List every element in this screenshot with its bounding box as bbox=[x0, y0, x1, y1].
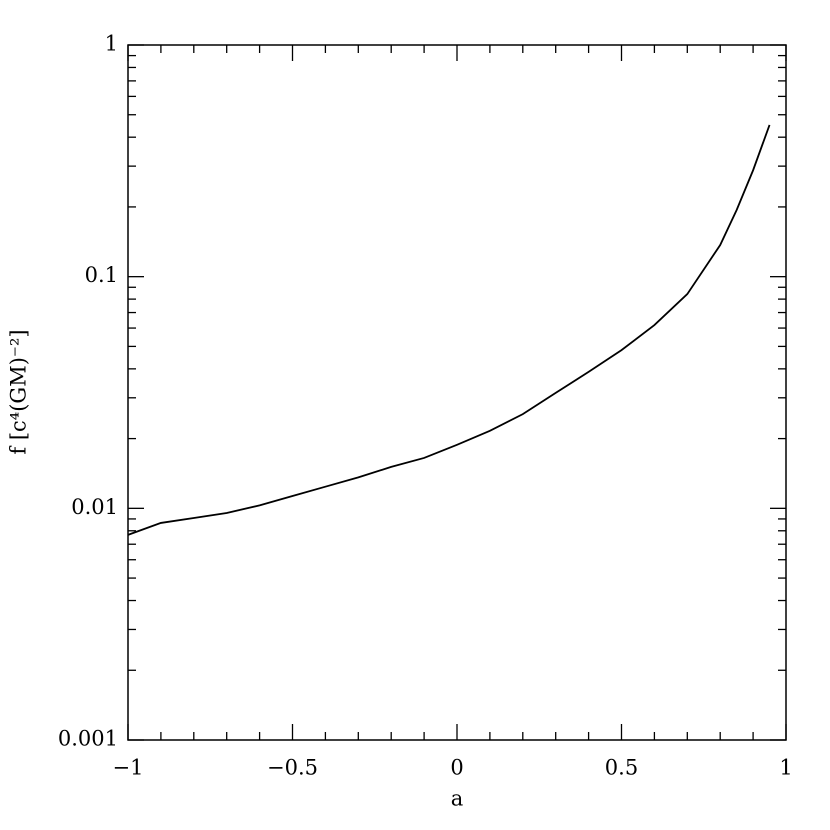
x-tick-label: 0.5 bbox=[605, 756, 638, 780]
y-tick-label: 0.1 bbox=[85, 263, 118, 287]
data-line bbox=[127, 124, 771, 536]
y-axis-label: f [c⁴(GM)⁻²] bbox=[7, 329, 31, 454]
x-axis-label: a bbox=[451, 787, 464, 811]
x-tick-label: 0 bbox=[450, 756, 463, 780]
x-tick-label: −0.5 bbox=[267, 756, 318, 780]
y-tick-label: 0.001 bbox=[58, 727, 118, 751]
y-tick-label: 0.01 bbox=[71, 495, 118, 519]
plot-frame bbox=[127, 44, 787, 741]
x-tick-label: −1 bbox=[113, 756, 144, 780]
x-tick-label: 1 bbox=[779, 756, 792, 780]
y-tick-label: 1 bbox=[105, 32, 118, 56]
